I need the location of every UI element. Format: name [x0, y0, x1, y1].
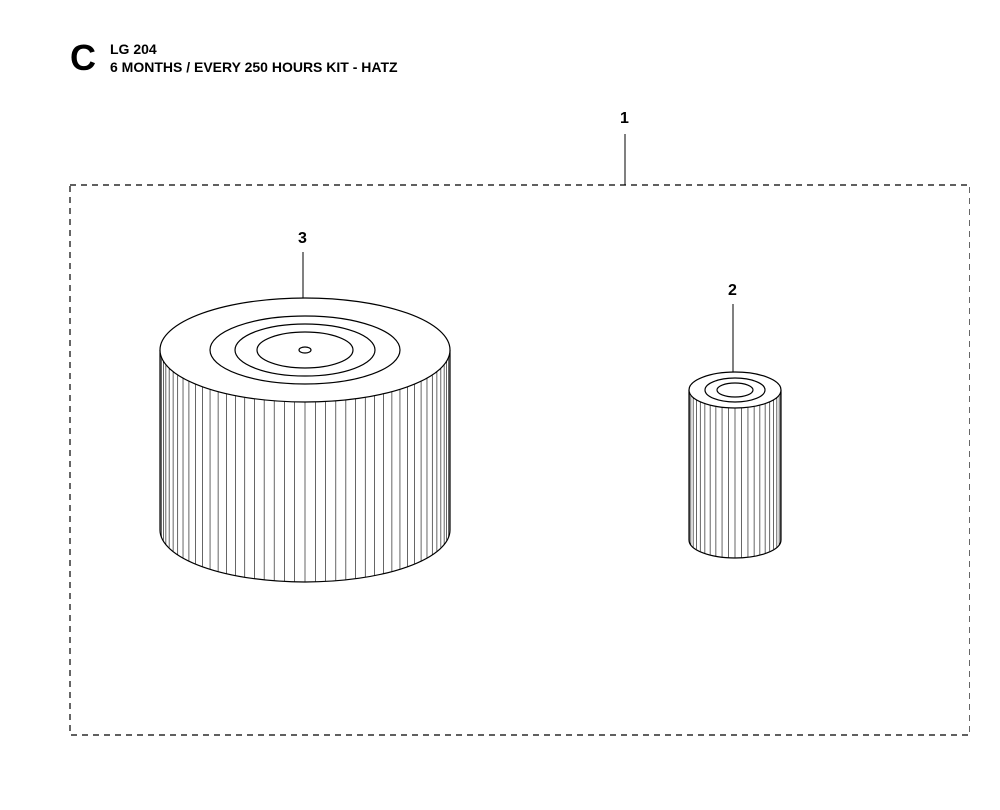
parts-diagram — [30, 90, 970, 770]
subtitle-label: 6 MONTHS / EVERY 250 HOURS KIT - HATZ — [110, 58, 398, 76]
callout-3-label: 3 — [298, 230, 307, 248]
diagram-area: 1 3 2 — [30, 90, 970, 770]
model-label: LG 204 — [110, 40, 398, 58]
callout-1-label: 1 — [620, 110, 629, 128]
header: C LG 204 6 MONTHS / EVERY 250 HOURS KIT … — [70, 40, 398, 76]
section-letter: C — [70, 40, 96, 76]
title-block: LG 204 6 MONTHS / EVERY 250 HOURS KIT - … — [110, 40, 398, 76]
callout-2-label: 2 — [728, 282, 737, 300]
